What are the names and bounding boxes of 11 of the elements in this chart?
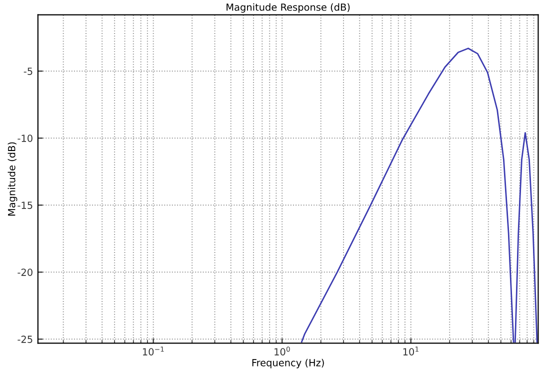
y-tick-label: -20 [18, 268, 32, 276]
x-tick-label: 10$^{0}$ [274, 346, 290, 356]
chart-title: Magnitude Response (dB) [226, 3, 350, 13]
x-tick-label: 10$^{1}$ [403, 346, 418, 356]
y-tick-label: -25 [18, 336, 32, 343]
y-tick-label: -15 [18, 202, 32, 209]
x-tick-label: 10$^{−1}$ [142, 346, 164, 356]
x-axis-title: Frequency (Hz) [252, 358, 324, 368]
y-axis-title: Magnitude (dB) [8, 142, 18, 216]
y-tick-label: -5 [24, 68, 32, 75]
y-tick-label: -10 [18, 134, 32, 142]
